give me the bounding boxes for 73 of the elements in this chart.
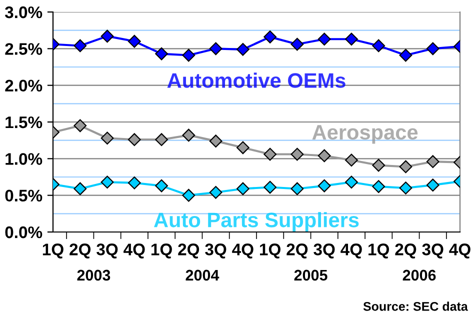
- point: [372, 158, 386, 172]
- x-tick-label: 4Q: [124, 244, 145, 258]
- y-tick-label: 1.0%: [6, 153, 42, 165]
- point: [74, 119, 87, 132]
- x-tick-label: 1Q: [368, 244, 390, 258]
- point: [399, 182, 412, 194]
- point: [100, 132, 114, 145]
- point: [264, 180, 277, 194]
- y-tick-label: 1.5%: [6, 116, 42, 128]
- point: [426, 178, 440, 192]
- y-tick-label: 3.0%: [4, 6, 42, 18]
- point: [426, 42, 440, 56]
- point: [182, 188, 196, 202]
- point: [236, 182, 250, 196]
- point: [290, 38, 304, 51]
- y-tick-label: 2.5%: [5, 43, 42, 55]
- point: [155, 47, 168, 60]
- point: [128, 176, 141, 190]
- point: [264, 148, 277, 161]
- x-tick-label: 2Q: [70, 244, 91, 258]
- x-tick-label: 4Q: [449, 244, 470, 258]
- x-tick-label: 3Q: [205, 244, 226, 258]
- point: [155, 179, 168, 192]
- text: 2003: [77, 270, 110, 281]
- point: [100, 30, 114, 43]
- point: [372, 180, 386, 193]
- point: [399, 160, 412, 174]
- x-tick-label: 1Q: [260, 244, 280, 258]
- point: [74, 182, 87, 196]
- point: [128, 133, 141, 146]
- point: [345, 32, 358, 46]
- text: 2005: [294, 270, 328, 281]
- point: [100, 176, 114, 189]
- y-tick-label: 0.0%: [5, 226, 42, 238]
- point: [264, 30, 277, 44]
- text: 2004: [186, 270, 220, 281]
- point: [155, 133, 168, 146]
- point: [290, 148, 304, 161]
- x-tick-label: 3Q: [314, 244, 335, 258]
- x-tick-label: 1Q: [42, 244, 64, 258]
- x-tick-label: 4Q: [232, 244, 254, 258]
- x-tick-label: 2Q: [178, 244, 200, 258]
- point: [236, 42, 250, 56]
- series-label: Aerospace: [312, 125, 418, 144]
- x-tick-label: 3Q: [96, 244, 118, 258]
- source-note: Source: SEC data: [363, 302, 468, 311]
- y-tick-label: 2.0%: [5, 80, 42, 92]
- point: [399, 48, 412, 62]
- y-tick-label: 0.5%: [5, 190, 42, 202]
- point: [318, 179, 331, 192]
- point: [182, 48, 196, 62]
- point: [345, 154, 358, 167]
- point: [209, 186, 222, 199]
- x-tick-label: 2Q: [286, 244, 308, 258]
- x-tick-label: 2Q: [395, 244, 416, 258]
- point: [74, 39, 87, 52]
- series-label: Automotive OEMs: [167, 72, 346, 88]
- text: 2006: [402, 270, 436, 281]
- point: [236, 141, 250, 154]
- point: [182, 128, 196, 142]
- series-label: Auto Parts Suppliers: [154, 212, 359, 232]
- x-tick-label: 3Q: [422, 244, 444, 258]
- point: [318, 32, 331, 46]
- point: [426, 155, 440, 168]
- point: [345, 176, 358, 189]
- x-tick-label: 1Q: [151, 244, 172, 258]
- point: [128, 34, 141, 48]
- point: [318, 149, 331, 162]
- point: [290, 182, 304, 196]
- x-tick-label: 4Q: [340, 244, 362, 258]
- point: [209, 42, 222, 56]
- point: [209, 134, 222, 148]
- point: [372, 39, 386, 52]
